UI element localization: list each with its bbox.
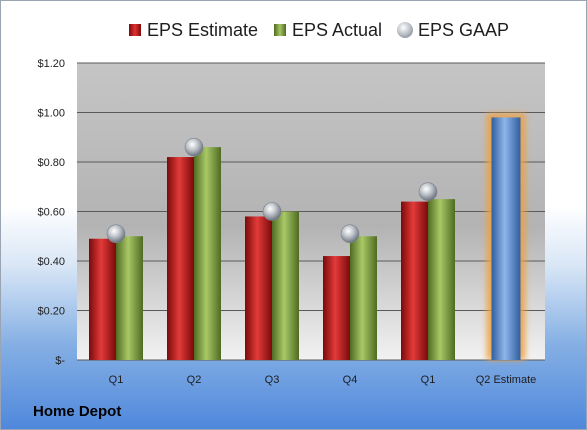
eps-actual-bar xyxy=(272,211,299,360)
eps-gaap-marker xyxy=(184,137,204,157)
legend-label-eps-actual: EPS Actual xyxy=(292,19,383,40)
eps-estimate-swatch-icon xyxy=(129,24,141,36)
y-tick-label: $0.60 xyxy=(37,207,65,219)
y-tick-label: $1.00 xyxy=(37,108,65,120)
eps-estimate-bar xyxy=(401,201,428,360)
eps-estimate-bar xyxy=(245,216,272,360)
legend-label-eps-gaap: EPS GAAP xyxy=(418,19,510,40)
eps-gaap-marker-icon xyxy=(397,22,413,38)
eps-actual-bar xyxy=(428,199,455,360)
x-tick-label: Q1 xyxy=(109,374,124,386)
eps-estimate-bar xyxy=(167,157,194,360)
eps-estimate-bar xyxy=(89,238,116,360)
x-tick-label: Q2 Estimate xyxy=(476,374,537,386)
company-name: Home Depot xyxy=(33,403,122,420)
legend-item-eps-gaap: EPS GAAP xyxy=(397,18,509,42)
y-tick-label: $0.40 xyxy=(37,256,65,268)
chart-legend: EPS Estimate EPS Actual EPS GAAP xyxy=(1,18,586,42)
legend-label-eps-estimate: EPS Estimate xyxy=(147,19,259,40)
x-tick-label: Q2 xyxy=(187,374,202,386)
eps-actual-swatch-icon xyxy=(274,24,286,36)
eps-actual-bar xyxy=(350,236,377,360)
x-tick-label: Q1 xyxy=(421,374,436,386)
eps-gaap-marker xyxy=(340,224,360,244)
x-tick-label: Q3 xyxy=(265,374,280,386)
legend-item-eps-estimate: EPS Estimate xyxy=(129,18,258,42)
eps-estimate-bar xyxy=(323,256,350,360)
eps-gaap-marker xyxy=(262,202,282,221)
y-tick-label: $0.80 xyxy=(37,157,65,169)
y-tick-label: $- xyxy=(55,355,65,367)
q2-estimate-bar xyxy=(491,117,521,360)
y-tick-label: $1.20 xyxy=(37,58,65,70)
eps-actual-bar xyxy=(194,147,221,360)
eps-gaap-marker xyxy=(418,182,438,201)
legend-item-eps-actual: EPS Actual xyxy=(274,18,382,42)
eps-actual-bar xyxy=(116,236,143,360)
eps-gaap-marker xyxy=(106,224,126,244)
x-tick-label: Q4 xyxy=(343,374,358,386)
y-tick-label: $0.20 xyxy=(37,306,65,318)
